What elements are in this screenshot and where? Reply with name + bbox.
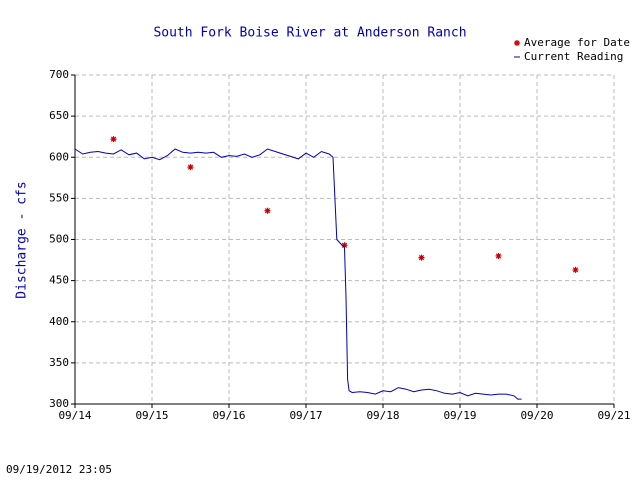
x-tick-label: 09/20 xyxy=(520,409,553,422)
y-tick-label: 400 xyxy=(49,315,69,328)
legend-label: Current Reading xyxy=(524,50,623,63)
x-tick-label: 09/19 xyxy=(443,409,476,422)
marker xyxy=(418,254,425,261)
legend-label: Average for Date xyxy=(524,36,630,49)
y-tick-label: 700 xyxy=(49,68,69,81)
x-tick-label: 09/18 xyxy=(366,409,399,422)
x-tick-label: 09/21 xyxy=(597,409,630,422)
x-tick-label: 09/15 xyxy=(135,409,168,422)
marker xyxy=(495,252,502,259)
marker xyxy=(187,164,194,171)
y-axis-label: Discharge - cfs xyxy=(15,181,30,298)
line xyxy=(74,148,522,400)
timestamp: 09/19/2012 23:05 xyxy=(6,463,112,476)
chart-title: South Fork Boise River at Anderson Ranch xyxy=(153,26,466,41)
marker xyxy=(264,207,271,214)
marker xyxy=(572,266,579,273)
x-tick-label: 09/17 xyxy=(289,409,322,422)
x-tick-label: 09/14 xyxy=(58,409,91,422)
x-tick-label: 09/16 xyxy=(212,409,245,422)
marker xyxy=(341,242,348,249)
y-tick-label: 500 xyxy=(49,233,69,246)
y-tick-label: 650 xyxy=(49,109,69,122)
y-tick-label: 300 xyxy=(49,397,69,410)
y-tick-label: 600 xyxy=(49,150,69,163)
marker xyxy=(110,136,117,143)
y-tick-label: 450 xyxy=(49,274,69,287)
legend-marker xyxy=(514,40,520,46)
y-tick-label: 550 xyxy=(49,191,69,204)
y-tick-label: 350 xyxy=(49,356,69,369)
